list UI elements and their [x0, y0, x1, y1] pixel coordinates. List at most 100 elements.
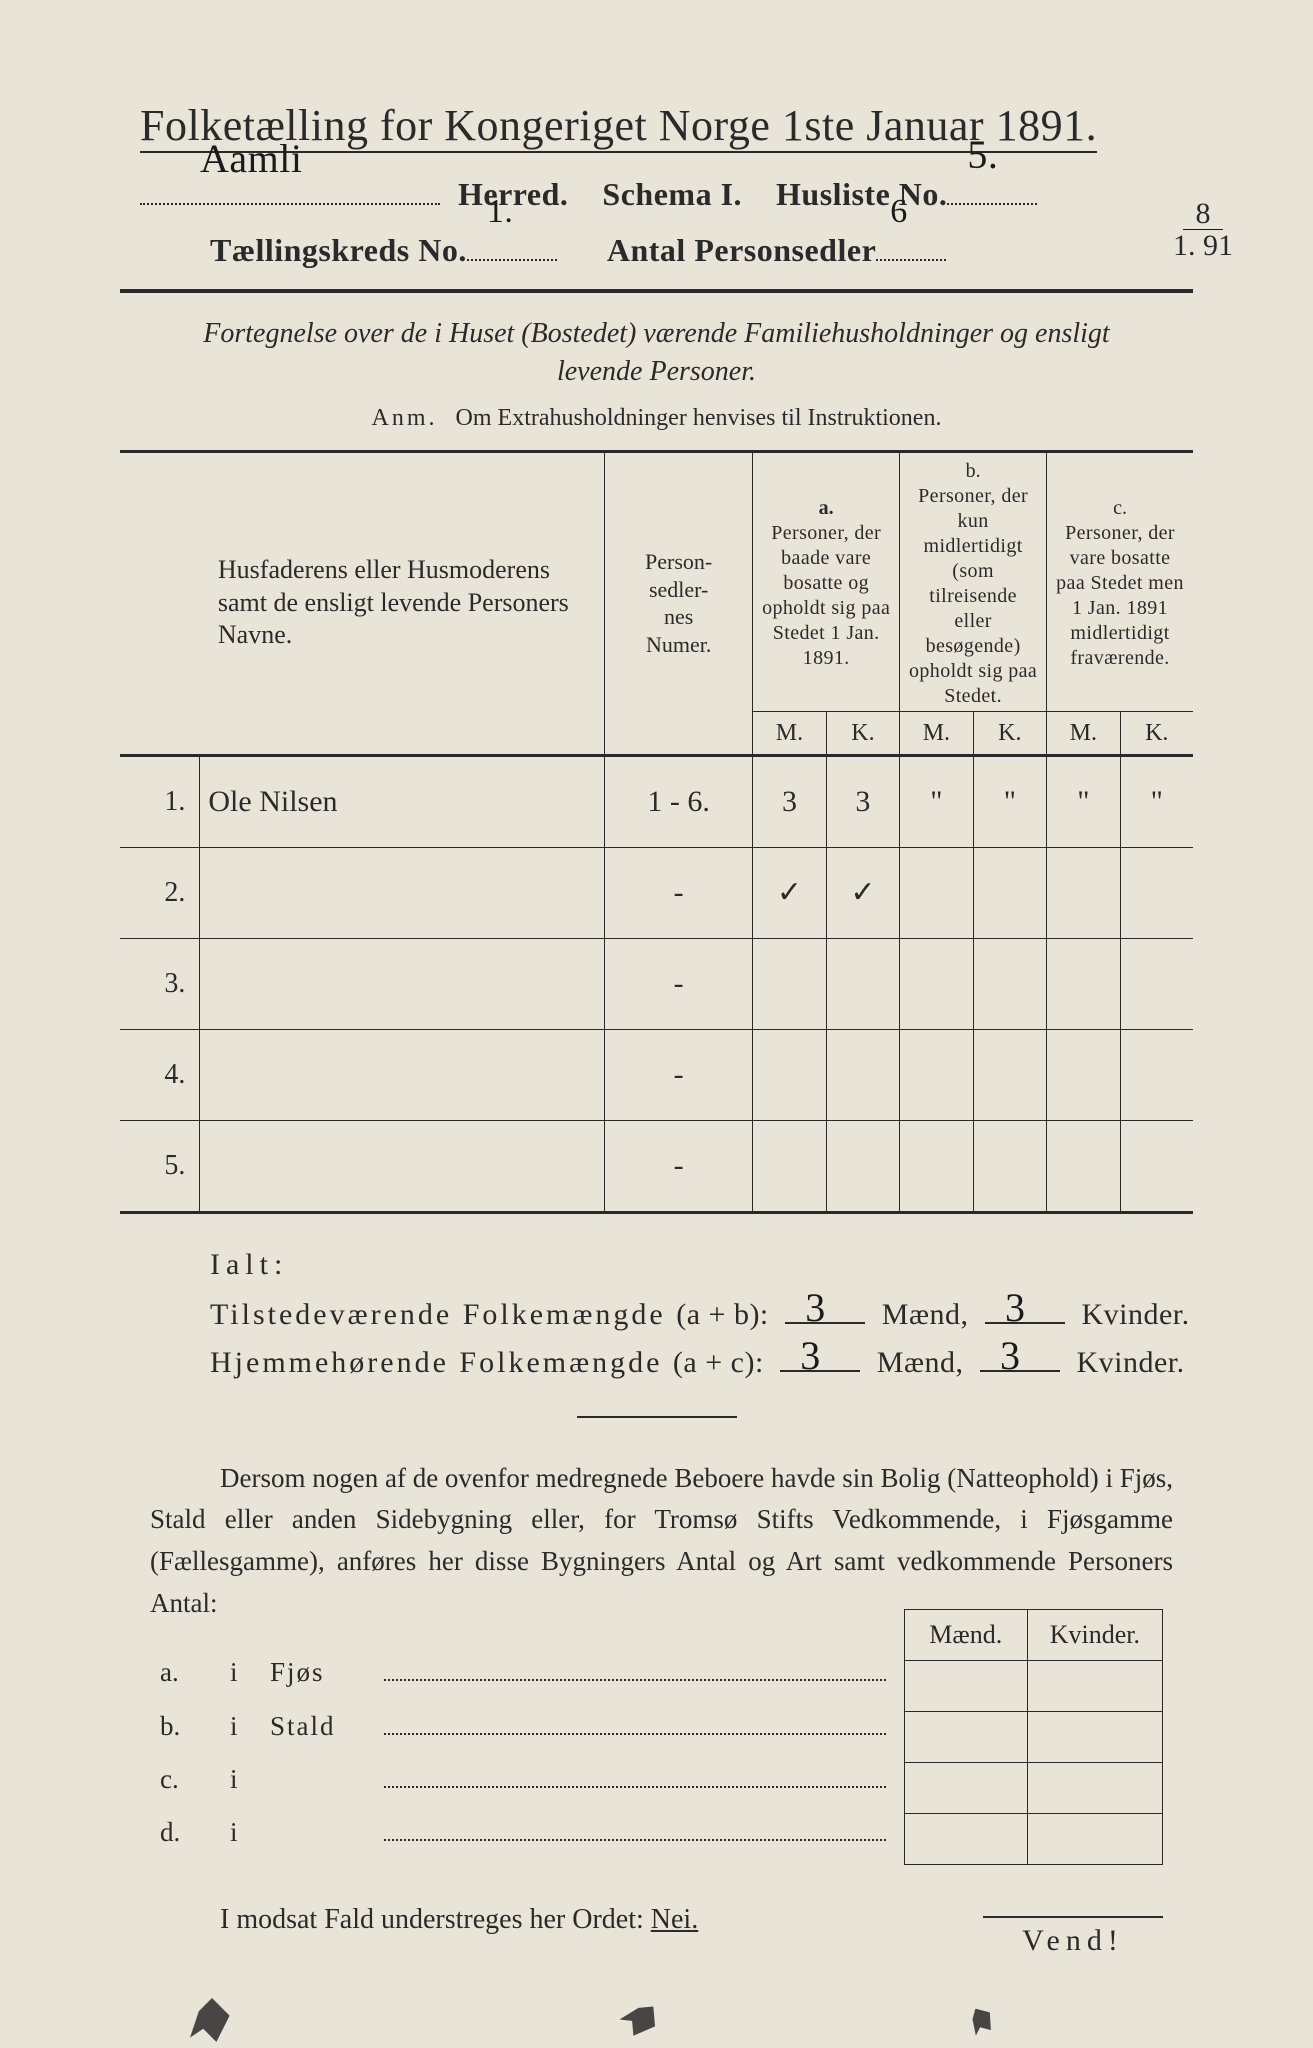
- household-table: Husfaderens eller Husmoderens samt de en…: [120, 450, 1193, 1214]
- col-c-letter: c.: [1055, 496, 1185, 521]
- row-cM: [1047, 847, 1120, 938]
- ialt-row-1: Tilstedeværende Folkemængde (a + b): 3 M…: [210, 1298, 1193, 1332]
- header-line-herred: Aamli Herred. Schema I. Husliste No. 5.: [120, 171, 1193, 213]
- ialt-maend-1: Mænd,: [882, 1298, 969, 1331]
- table-body: 1. Ole Nilsen 1 - 6. 3 3 " " " " 2. - ✓ …: [120, 755, 1193, 1212]
- ialt-blank-1k: 3: [985, 1322, 1065, 1324]
- list-item: c. i: [160, 1762, 886, 1795]
- ialt-v2k: 3: [1000, 1332, 1023, 1379]
- col-b-letter: b.: [908, 459, 1038, 484]
- census-form-page: 8 1. 91 Folketælling for Kongeriget Norg…: [0, 0, 1313, 2048]
- header-line-kreds: Tællingskreds No. 1. Antal Personsedler …: [120, 227, 1193, 269]
- ob-lab-a: a.: [160, 1657, 230, 1688]
- row-aK: ✓: [826, 847, 899, 938]
- row-num: 4.: [120, 1029, 200, 1120]
- mk-table: Mænd. Kvinder.: [904, 1609, 1163, 1865]
- anm-prefix: Anm.: [372, 405, 438, 431]
- page-tear-icon: [964, 2002, 1000, 2038]
- col-numer: Person- sedler- nes Numer.: [605, 451, 753, 755]
- husliste-blank: 5.: [947, 171, 1037, 205]
- row-name: [200, 938, 605, 1029]
- col-b-text: Personer, der kun midlertidigt (som tilr…: [908, 484, 1038, 709]
- row-cM: [1047, 938, 1120, 1029]
- nei-word: Nei.: [651, 1904, 698, 1935]
- row-aK: [826, 938, 899, 1029]
- list-item: d. i: [160, 1815, 886, 1848]
- anm-line: Anm. Om Extrahusholdninger henvises til …: [120, 405, 1193, 432]
- margin-date-top: 8: [1173, 200, 1233, 227]
- table-row: 2. - ✓ ✓: [120, 847, 1193, 938]
- margin-date: 8 1. 91: [1173, 200, 1233, 259]
- herred-blank: Aamli: [140, 171, 440, 205]
- row-cM: [1047, 1120, 1120, 1212]
- ialt-kvinder-2: Kvinder.: [1076, 1346, 1184, 1379]
- row-name: Ole Nilsen: [200, 755, 605, 847]
- outbuilding-paragraph: Dersom nogen af de ovenfor medregnede Be…: [150, 1458, 1173, 1625]
- row-aK: [826, 1120, 899, 1212]
- ialt-blank-2k: 3: [980, 1370, 1060, 1372]
- mk-cell: [904, 1660, 1027, 1711]
- ialt-label: Ialt:: [210, 1248, 1193, 1282]
- page-tear-icon: [617, 1995, 667, 2045]
- page-tear-icon: [190, 1998, 234, 2042]
- row-num: 2.: [120, 847, 200, 938]
- kreds-no: 1.: [487, 193, 514, 231]
- antal-blank: 6: [876, 227, 946, 261]
- mk-cell: [904, 1762, 1027, 1813]
- col-a-label: a. Personer, der baade vare bosatte og o…: [753, 451, 900, 711]
- list-item: a. i Fjøs: [160, 1655, 886, 1688]
- row-name: [200, 847, 605, 938]
- list-item: b. i Stald: [160, 1708, 886, 1741]
- row-bM: [900, 1120, 973, 1212]
- mk-cell: [904, 1813, 1027, 1864]
- margin-date-bottom: 1. 91: [1173, 232, 1233, 259]
- row-bK: [973, 847, 1046, 938]
- ob-word-b: Stald: [270, 1711, 380, 1742]
- ialt-row-2: Hjemmehørende Folkemængde (a + c): 3 Mæn…: [210, 1346, 1193, 1380]
- ob-i-c: i: [230, 1764, 270, 1795]
- row-bK: [973, 1120, 1046, 1212]
- kreds-blank: 1.: [467, 227, 557, 261]
- row-aM: ✓: [753, 847, 826, 938]
- ob-dots-b: [384, 1708, 886, 1734]
- row-cK: [1120, 938, 1193, 1029]
- ialt-kvinder-1: Kvinder.: [1081, 1298, 1189, 1331]
- schema-label: Schema I.: [602, 176, 742, 213]
- row-aM: [753, 938, 826, 1029]
- row-aM: 3: [753, 755, 826, 847]
- table-row: 3. -: [120, 938, 1193, 1029]
- row-bM: [900, 1029, 973, 1120]
- row-num: 1.: [120, 755, 200, 847]
- ob-dots-d: [384, 1815, 886, 1841]
- col-b-M: M.: [900, 711, 973, 755]
- row-bM: [900, 938, 973, 1029]
- herred-handwritten: Aamli: [200, 135, 302, 182]
- row-aK: 3: [826, 755, 899, 847]
- row-cK: ": [1120, 755, 1193, 847]
- antal-val: 6: [890, 193, 908, 231]
- ob-i-b: i: [230, 1711, 270, 1742]
- table-row: 5. -: [120, 1120, 1193, 1212]
- anm-text: Om Extrahusholdninger henvises til Instr…: [456, 405, 942, 431]
- ob-dots-c: [384, 1762, 886, 1788]
- col-b-label: b. Personer, der kun midlertidigt (som t…: [900, 451, 1047, 711]
- row-cK: [1120, 1120, 1193, 1212]
- mk-cell: [1027, 1762, 1162, 1813]
- row-aK: [826, 1029, 899, 1120]
- col-rownum-blank: [120, 451, 200, 755]
- ob-i-a: i: [230, 1657, 270, 1688]
- mk-cell: [1027, 1660, 1162, 1711]
- ialt-v2m: 3: [800, 1332, 823, 1379]
- row-cM: [1047, 1029, 1120, 1120]
- ialt-row1-a: Tilstedeværende Folkemængde: [210, 1298, 666, 1331]
- outbuilding-area: a. i Fjøs b. i Stald c. i d. i: [160, 1655, 1163, 1868]
- row-bM: ": [900, 755, 973, 847]
- ialt-v1m: 3: [805, 1284, 828, 1331]
- row-cM: ": [1047, 755, 1120, 847]
- row-numer: -: [605, 847, 753, 938]
- row-numer: 1 - 6.: [605, 755, 753, 847]
- outbuilding-list: a. i Fjøs b. i Stald c. i d. i: [160, 1655, 886, 1868]
- col-c-label: c. Personer, der vare bosatte paa Stedet…: [1047, 451, 1193, 711]
- mk-cell: [904, 1711, 1027, 1762]
- totals-block: Ialt: Tilstedeværende Folkemængde (a + b…: [210, 1248, 1193, 1380]
